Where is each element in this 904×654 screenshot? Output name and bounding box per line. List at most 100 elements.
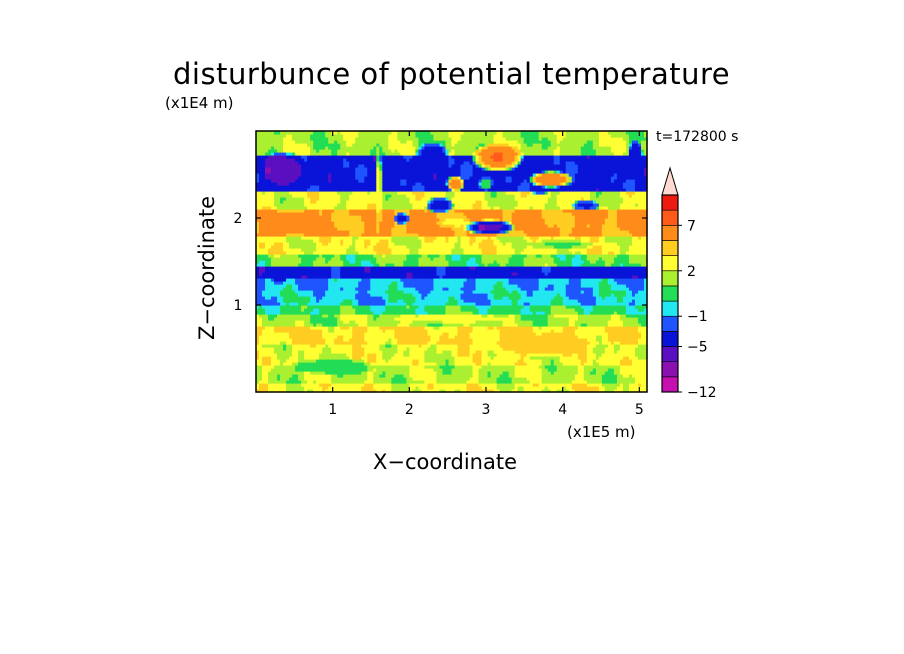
heatmap-cell: [367, 386, 371, 390]
heatmap-cell: [385, 284, 389, 288]
heatmap-cell: [373, 161, 377, 165]
heatmap-cell: [328, 365, 332, 369]
heatmap-cell: [307, 176, 311, 180]
heatmap-cell: [328, 386, 332, 390]
heatmap-cell: [298, 248, 302, 252]
heatmap-cell: [397, 287, 401, 291]
heatmap-cell: [367, 185, 371, 189]
heatmap-cell: [277, 266, 281, 270]
heatmap-cell: [274, 155, 278, 159]
heatmap-cell: [382, 206, 386, 210]
heatmap-cell: [349, 374, 353, 378]
heatmap-cell: [346, 185, 350, 189]
heatmap-cell: [319, 350, 323, 354]
heatmap-cell: [358, 257, 362, 261]
heatmap-cell: [334, 356, 338, 360]
heatmap-cell: [409, 338, 413, 342]
heatmap-cell: [361, 170, 365, 174]
heatmap-cell: [331, 245, 335, 249]
heatmap-cell: [262, 269, 266, 273]
heatmap-cell: [385, 173, 389, 177]
heatmap-cell: [385, 215, 389, 219]
heatmap-cell: [283, 290, 287, 294]
heatmap-cell: [277, 182, 281, 186]
heatmap-cell: [388, 206, 392, 210]
heatmap-cell: [400, 224, 404, 228]
heatmap-cell: [319, 203, 323, 207]
heatmap-cell: [274, 308, 278, 312]
heatmap-cell: [364, 206, 368, 210]
heatmap-cell: [304, 323, 308, 327]
heatmap-cell: [364, 245, 368, 249]
heatmap-cell: [367, 323, 371, 327]
heatmap-cell: [418, 365, 423, 369]
heatmap-cell: [265, 353, 269, 357]
heatmap-cell: [337, 239, 341, 243]
heatmap-cell: [394, 293, 398, 297]
heatmap-cell: [400, 266, 404, 270]
heatmap-cell: [415, 233, 420, 237]
heatmap-cell: [406, 284, 410, 288]
heatmap-cell: [361, 332, 365, 336]
heatmap-cell: [409, 287, 413, 291]
heatmap-cell: [349, 362, 353, 366]
heatmap-cell: [337, 329, 341, 333]
heatmap-cell: [382, 326, 386, 330]
heatmap-cell: [391, 326, 395, 330]
heatmap-cell: [346, 173, 350, 177]
heatmap-cell: [331, 263, 335, 267]
heatmap-cell: [373, 284, 377, 288]
heatmap-cell: [292, 164, 296, 168]
heatmap-cell: [418, 140, 423, 144]
heatmap-cell: [283, 335, 287, 339]
heatmap-cell: [322, 329, 326, 333]
heatmap-cell: [304, 200, 308, 204]
heatmap-cell: [412, 161, 417, 165]
heatmap-cell: [376, 311, 380, 315]
heatmap-cell: [337, 224, 341, 228]
heatmap-cell: [367, 374, 371, 378]
heatmap-cell: [406, 170, 410, 174]
heatmap-cell: [277, 164, 281, 168]
heatmap-cell: [316, 377, 320, 381]
heatmap-cell: [286, 167, 290, 171]
heatmap-cell: [286, 350, 290, 354]
heatmap-cell: [259, 188, 263, 192]
heatmap-cell: [394, 320, 398, 324]
heatmap-cell: [286, 359, 290, 363]
heatmap-cell: [334, 362, 338, 366]
heatmap-cell: [394, 218, 398, 222]
heatmap-cell: [403, 278, 407, 282]
heatmap-cell: [283, 179, 287, 183]
heatmap-cell: [352, 275, 356, 279]
heatmap-cell: [259, 347, 263, 351]
heatmap-cell: [385, 386, 389, 390]
heatmap-cell: [388, 305, 392, 309]
heatmap-cell: [319, 194, 323, 198]
heatmap-cell: [352, 326, 356, 330]
heatmap-cell: [286, 185, 290, 189]
heatmap-cell: [343, 293, 347, 297]
heatmap-cell: [277, 200, 281, 204]
heatmap-cell: [355, 230, 359, 234]
heatmap-cell: [358, 323, 362, 327]
heatmap-cell: [424, 380, 429, 384]
heatmap-cell: [409, 389, 413, 393]
x-axis-label: X−coordinate: [373, 450, 517, 474]
heatmap-cell: [379, 185, 383, 189]
heatmap-cell: [334, 173, 338, 177]
heatmap-cell: [331, 170, 335, 174]
heatmap-cell: [301, 383, 305, 387]
heatmap-cell: [427, 377, 432, 381]
heatmap-cell: [322, 320, 326, 324]
heatmap-cell: [280, 308, 284, 312]
heatmap-cell: [304, 149, 308, 153]
heatmap-cell: [361, 389, 365, 393]
heatmap-cell: [346, 338, 350, 342]
heatmap-cell: [283, 293, 287, 297]
heatmap-cell: [391, 299, 395, 303]
heatmap-cell: [280, 215, 284, 219]
heatmap-cell: [358, 386, 362, 390]
heatmap-cell: [364, 320, 368, 324]
heatmap-cell: [346, 368, 350, 372]
